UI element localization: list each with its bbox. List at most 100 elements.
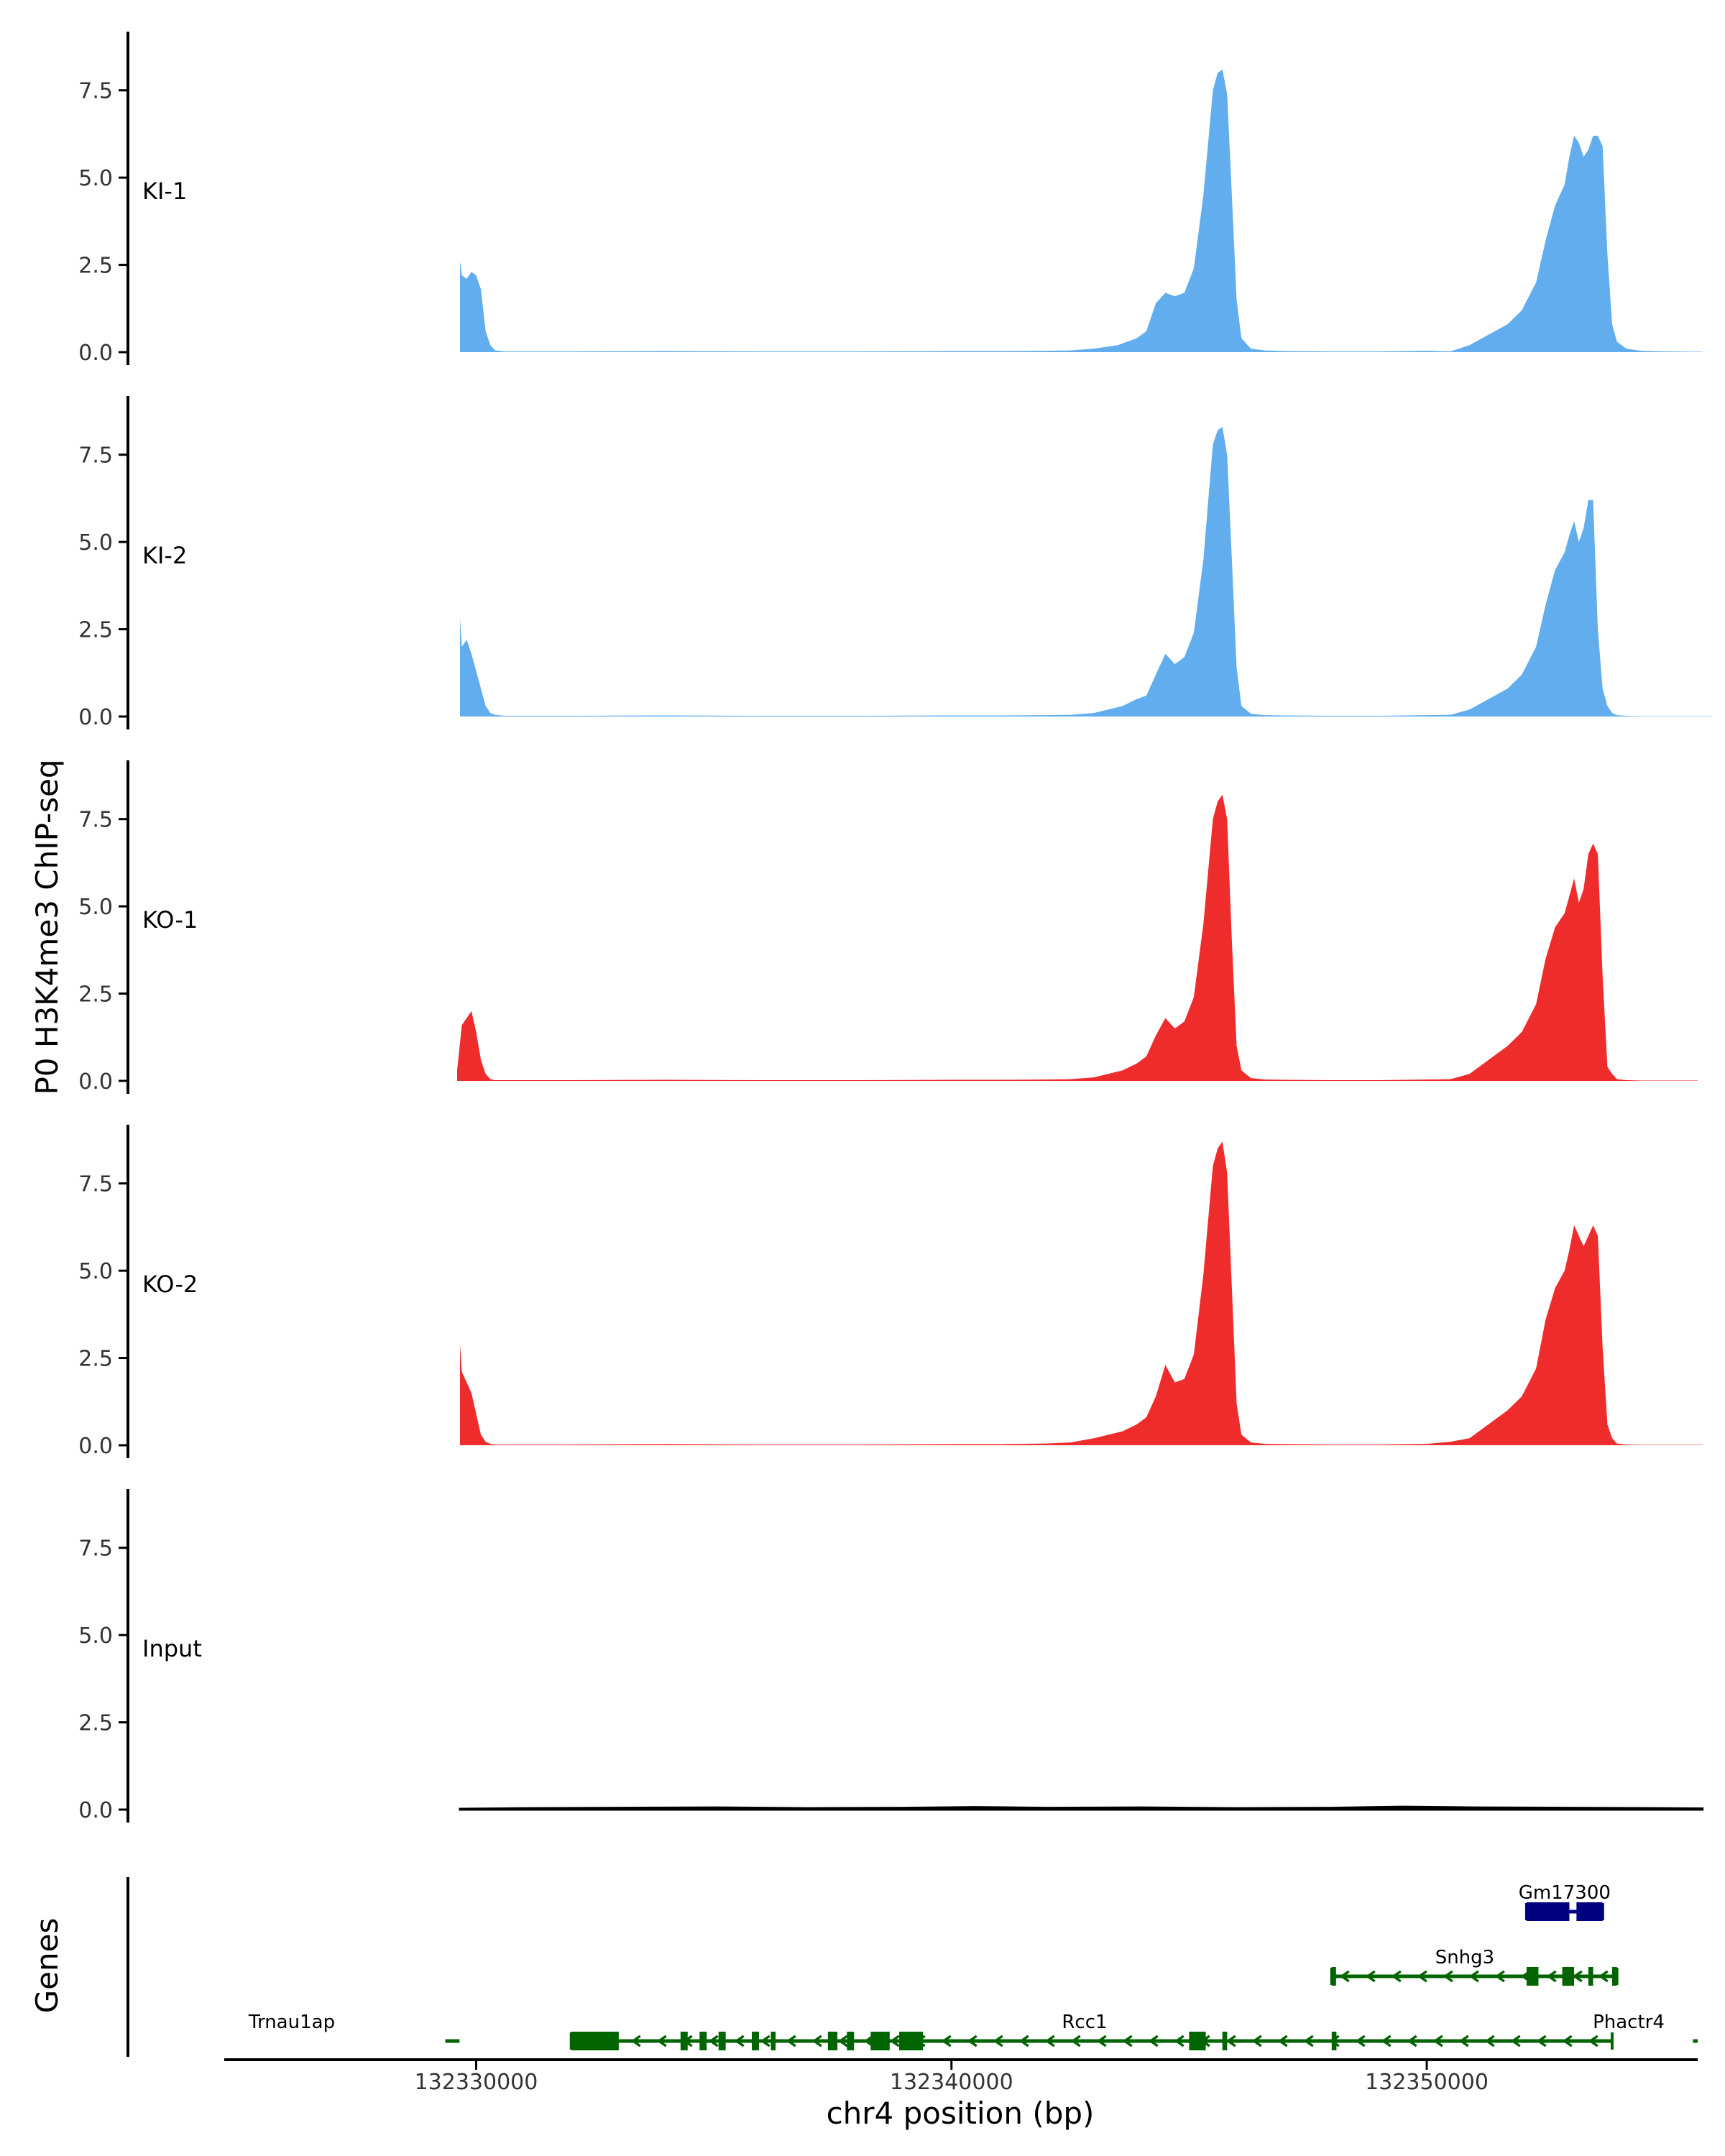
gene-strand-arrow xyxy=(1251,2035,1262,2047)
exon xyxy=(680,2032,688,2050)
gene-strand-arrow xyxy=(1070,2035,1081,2047)
track-label: Input xyxy=(142,1635,202,1662)
exon xyxy=(1611,1967,1617,1986)
exon xyxy=(770,2032,776,2050)
y-tick-label: 2.5 xyxy=(78,1711,113,1736)
gene-strand-arrow xyxy=(993,2035,1003,2047)
tracks: 0.0 2.5 5.0 7.5 KI-1 0.0 2.5 5.0 7.5 KI-2 0.0 2.5 5.… xyxy=(78,32,1712,1823)
gene-strand-arrow xyxy=(889,2035,900,2047)
gene-phactr4: Phactr4 xyxy=(1593,2012,1698,2043)
coverage-area xyxy=(460,426,1712,717)
exon xyxy=(1222,2032,1228,2050)
gene-strand-arrow xyxy=(1432,2035,1443,2047)
exon xyxy=(718,2032,726,2050)
gene-label: Rcc1 xyxy=(1062,2012,1107,2033)
track-label: KO-2 xyxy=(142,1271,198,1298)
gene-strand-arrow xyxy=(1381,2035,1392,2047)
coverage-area xyxy=(460,69,1703,352)
gene-strand-arrow xyxy=(1417,1970,1427,1983)
gene-strand-arrow xyxy=(1588,2035,1598,2047)
gene-strand-arrow xyxy=(734,2035,745,2047)
gene-strand-arrow xyxy=(1598,1970,1609,1983)
y-tick-label: 0.0 xyxy=(78,1069,113,1095)
gene-strand-arrow xyxy=(967,2035,978,2047)
y-tick-label: 7.5 xyxy=(78,808,113,833)
y-tick-label: 0.0 xyxy=(78,1434,113,1459)
y-tick-label: 5.0 xyxy=(78,166,113,191)
gene-strand-arrow xyxy=(1572,1970,1583,1983)
exon xyxy=(1189,2032,1206,2050)
gene-strand-arrow xyxy=(1365,1970,1376,1983)
x-tick-label: 132350000 xyxy=(1365,2070,1489,2095)
gene-strand-arrow xyxy=(1339,1970,1350,1983)
x-tick-label: 132330000 xyxy=(415,2070,538,2095)
gene-strand-arrow xyxy=(837,2035,848,2047)
gene-strand-arrow xyxy=(1148,2035,1159,2047)
gene-strand-arrow xyxy=(811,2035,822,2047)
gene-strand-arrow xyxy=(1044,2035,1055,2047)
track-ki-2: 0.0 2.5 5.0 7.5 KI-2 xyxy=(78,396,1712,730)
exon xyxy=(1526,1967,1539,1986)
y-tick-label: 7.5 xyxy=(78,443,113,469)
x-axis-title: chr4 position (bp) xyxy=(827,2096,1095,2131)
coverage-area xyxy=(460,1141,1703,1445)
gene-strand-arrow xyxy=(1546,1970,1557,1983)
gene-strand-arrow xyxy=(1510,2035,1521,2047)
gene-strand-arrow xyxy=(1355,2035,1366,2047)
gene-strand-arrow xyxy=(1225,2035,1236,2047)
gene-label: Phactr4 xyxy=(1593,2012,1665,2033)
gene-trnau1ap: Trnau1ap xyxy=(248,2012,460,2043)
gene-strand-arrow xyxy=(1536,2035,1547,2047)
y-axis-title: P0 H3K4me3 ChIP-seq xyxy=(29,759,65,1095)
exon xyxy=(1526,1902,1570,1921)
gene-strand-arrow xyxy=(760,2035,770,2047)
gene-strand-arrow xyxy=(1458,2035,1469,2047)
gene-rcc1: Rcc1 xyxy=(569,2012,1614,2050)
coverage-area xyxy=(457,794,1698,1081)
gene-strand-arrow xyxy=(1494,1970,1505,1983)
exon xyxy=(1576,1902,1603,1921)
exon xyxy=(699,2032,707,2050)
track-input: 0.0 2.5 5.0 7.5 Input xyxy=(78,1489,1704,1823)
gene-strand-arrow xyxy=(1018,2035,1029,2047)
gene-strand-arrow xyxy=(1484,2035,1495,2047)
gene-strand-arrow xyxy=(786,2035,796,2047)
gene-snhg3: Snhg3 xyxy=(1330,1947,1619,1986)
gene-strand-arrow xyxy=(1122,2035,1133,2047)
track-ko-2: 0.0 2.5 5.0 7.5 KO-2 xyxy=(78,1125,1703,1459)
y-tick-label: 0.0 xyxy=(78,341,113,366)
gene-strand-arrow xyxy=(656,2035,667,2047)
y-tick-label: 5.0 xyxy=(78,895,113,920)
track-label: KI-1 xyxy=(142,178,187,205)
y-tick-label: 2.5 xyxy=(78,618,113,643)
y-tick-label: 7.5 xyxy=(78,79,113,104)
gene-strand-arrow xyxy=(630,2035,641,2047)
x-axis: 132330000 132340000 132350000 xyxy=(224,2058,1698,2095)
gene-strand-arrow xyxy=(1443,1970,1453,1983)
gene-strand-arrow xyxy=(1174,2035,1184,2047)
coverage-area xyxy=(459,1805,1704,1811)
gene-strand-arrow xyxy=(941,2035,952,2047)
y-tick-label: 2.5 xyxy=(78,254,113,279)
track-label: KI-2 xyxy=(142,542,187,569)
genes-panel: Gm17300 Snhg3 Rcc1 Trnau1ap Phactr4 xyxy=(126,1877,1698,2057)
gene-strand-arrow xyxy=(708,2035,719,2047)
gene-strand-arrow xyxy=(1407,2035,1417,2047)
exon xyxy=(847,2032,855,2050)
gene-strand-arrow xyxy=(1562,2035,1573,2047)
gene-label: Snhg3 xyxy=(1435,1947,1495,1968)
y-tick-label: 2.5 xyxy=(78,1347,113,1372)
y-tick-label: 5.0 xyxy=(78,1623,113,1649)
exon xyxy=(1331,2032,1337,2050)
y-tick-label: 5.0 xyxy=(78,1259,113,1284)
exon xyxy=(1562,1967,1575,1986)
gene-strand-arrow xyxy=(1096,2035,1107,2047)
x-tick-label: 132340000 xyxy=(890,2070,1013,2095)
track-ki-1: 0.0 2.5 5.0 7.5 KI-1 xyxy=(78,32,1703,366)
track-ko-1: 0.0 2.5 5.0 7.5 KO-1 xyxy=(78,760,1698,1095)
track-label: KO-1 xyxy=(142,906,198,934)
exon xyxy=(1331,1967,1336,1986)
y-tick-label: 2.5 xyxy=(78,982,113,1008)
gene-strand-arrow xyxy=(1391,1970,1402,1983)
